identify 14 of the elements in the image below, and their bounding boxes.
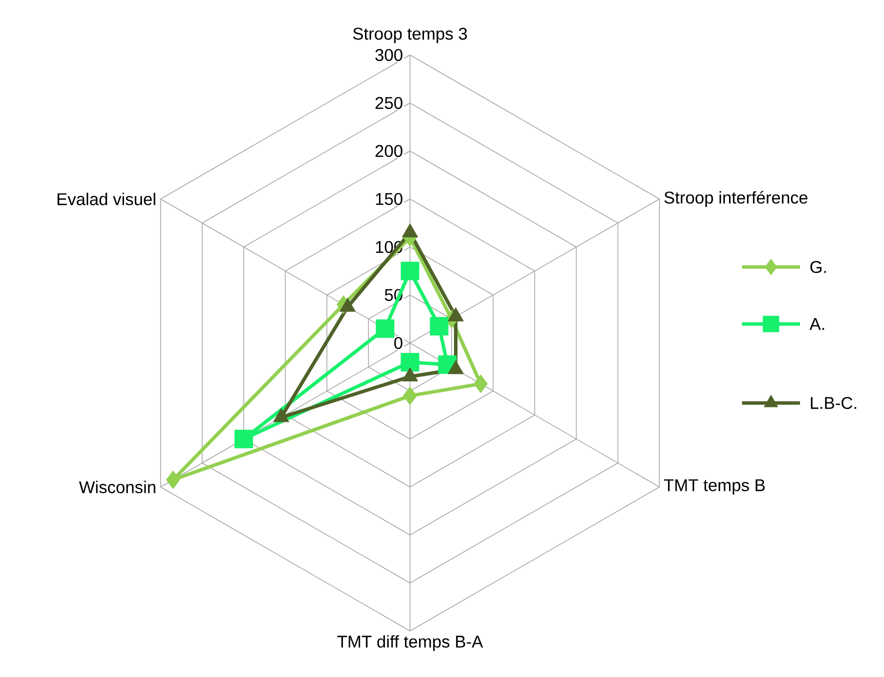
y-tick-label: 200 bbox=[376, 144, 402, 158]
spoke-label: Wisconsin bbox=[79, 480, 156, 494]
legend-label: L.B-C. bbox=[810, 396, 856, 410]
spoke-label: TMT diff temps B-A bbox=[337, 635, 484, 652]
spoke-label: TMT temps B bbox=[664, 479, 765, 495]
spoke-label: Stroop temps 3 bbox=[353, 28, 467, 44]
y-tick-label: 300 bbox=[375, 48, 402, 62]
y-tick-label: 250 bbox=[376, 96, 402, 110]
y-tick-label: 0 bbox=[394, 336, 402, 350]
legend-label: G. bbox=[810, 260, 826, 274]
legend-label: A. bbox=[810, 318, 824, 330]
y-tick-label: 150 bbox=[376, 192, 402, 206]
spoke-label: Stroop interférence bbox=[664, 190, 808, 208]
spoke-label: Evalad visuel bbox=[58, 192, 156, 206]
